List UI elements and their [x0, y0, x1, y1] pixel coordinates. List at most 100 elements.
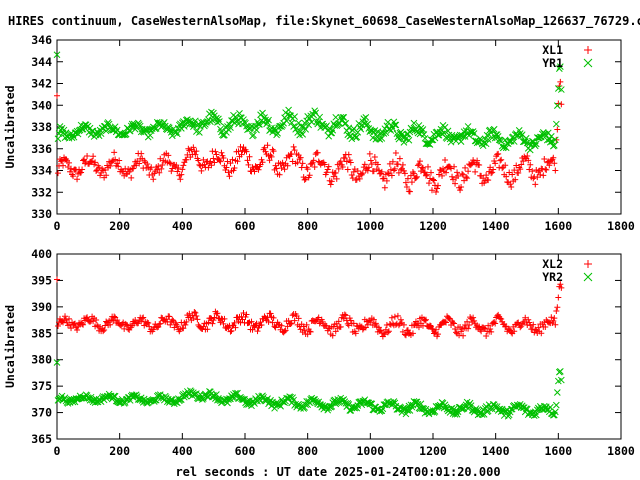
data-point	[459, 170, 466, 177]
data-point	[342, 119, 350, 127]
data-point	[288, 119, 295, 127]
data-point	[55, 170, 62, 177]
data-point	[270, 314, 277, 321]
data-point	[357, 125, 365, 133]
legend-marker-YR2	[583, 272, 593, 282]
data-point	[232, 324, 239, 331]
data-point	[511, 328, 518, 335]
data-point	[467, 314, 474, 321]
data-point	[441, 401, 449, 409]
data-point	[111, 313, 118, 320]
y-tick-label: 340	[31, 98, 52, 112]
data-point	[474, 157, 481, 164]
data-point	[270, 148, 277, 155]
data-point	[191, 308, 198, 315]
data-point	[299, 131, 307, 138]
data-point	[490, 125, 498, 133]
data-point	[311, 396, 319, 403]
data-point	[350, 320, 357, 327]
data-point	[397, 316, 404, 323]
data-point	[385, 170, 392, 177]
data-point	[301, 327, 308, 334]
data-point	[402, 179, 409, 186]
plot-panel-bottom: 0 200 400 600 800 1000 1200 1400 1600 1800 365 370 3…	[3, 247, 635, 458]
data-point	[165, 124, 173, 132]
data-point	[182, 321, 189, 328]
data-point	[306, 328, 313, 335]
data-point	[380, 401, 388, 409]
data-point	[360, 115, 368, 122]
data-point	[323, 169, 330, 176]
data-point	[221, 315, 228, 322]
data-point	[557, 86, 565, 93]
data-point	[485, 322, 492, 329]
data-point	[497, 315, 504, 322]
data-point	[213, 310, 220, 317]
data-point	[325, 325, 332, 332]
data-point	[254, 328, 261, 335]
x-tick-label: 200	[109, 444, 130, 458]
data-point	[245, 161, 252, 168]
legend-marker-XL2	[584, 260, 592, 268]
data-point	[345, 151, 352, 158]
data-point	[451, 163, 458, 170]
data-point	[340, 114, 348, 121]
data-point	[422, 316, 429, 323]
data-point	[440, 129, 448, 137]
data-point	[133, 162, 140, 169]
data-point	[450, 176, 457, 183]
data-point	[411, 399, 419, 406]
data-point	[463, 173, 470, 180]
data-point	[402, 332, 409, 339]
data-point	[350, 168, 357, 175]
legend-marker-XL1	[584, 46, 592, 54]
data-point	[421, 317, 428, 324]
data-point	[427, 169, 434, 176]
data-point	[450, 319, 457, 326]
data-point	[535, 324, 542, 331]
data-point	[435, 182, 442, 189]
data-point	[74, 176, 81, 183]
data-point	[314, 149, 321, 156]
data-point	[177, 176, 184, 183]
data-point	[274, 129, 281, 137]
data-point	[291, 317, 298, 324]
data-point	[423, 171, 430, 178]
data-point	[515, 170, 522, 177]
data-point	[180, 325, 187, 332]
data-point	[84, 314, 91, 321]
data-point	[74, 327, 81, 334]
data-point	[216, 157, 223, 164]
data-point	[325, 163, 332, 170]
data-point	[413, 173, 420, 180]
y-tick-label: 334	[31, 164, 52, 178]
data-point	[527, 322, 534, 329]
data-point	[348, 404, 356, 412]
data-point	[96, 164, 103, 171]
plot-frame-bottom	[56, 253, 622, 440]
data-point	[470, 314, 477, 321]
data-point	[248, 318, 255, 325]
data-point	[432, 329, 439, 336]
y-tick-label: 346	[31, 33, 52, 47]
data-point	[227, 124, 234, 131]
x-tick-label: 1400	[482, 444, 510, 458]
data-point	[392, 150, 399, 157]
y-tick-label: 344	[31, 55, 52, 69]
data-point	[109, 158, 116, 165]
data-point	[465, 325, 472, 332]
data-point	[324, 166, 331, 173]
data-point	[167, 160, 174, 167]
data-point	[54, 276, 60, 283]
data-point	[483, 332, 490, 339]
data-point	[216, 118, 223, 125]
data-point	[498, 315, 505, 322]
data-point	[210, 155, 217, 162]
data-point	[307, 328, 314, 335]
data-point	[211, 314, 218, 321]
x-tick-label: 400	[172, 444, 193, 458]
data-point	[506, 169, 513, 176]
data-point	[447, 138, 455, 146]
data-point	[551, 160, 558, 167]
